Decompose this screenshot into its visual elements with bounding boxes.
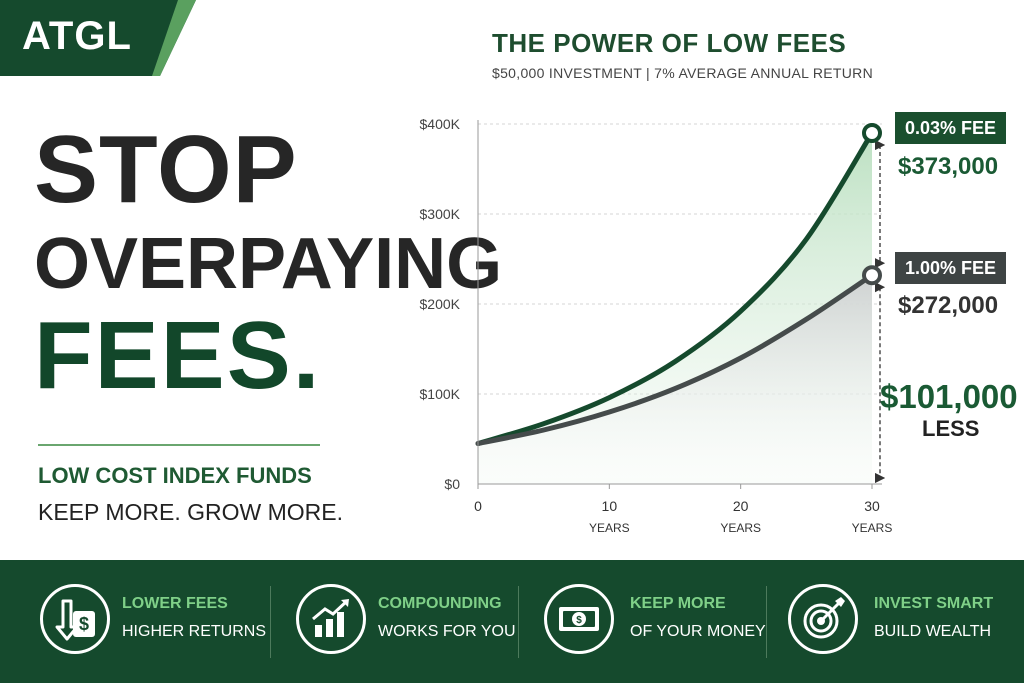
feature-divider <box>518 586 519 658</box>
high-fee-line <box>475 272 875 446</box>
x-unit-label: YEARS <box>852 521 893 535</box>
x-tick-label: 20 <box>733 498 749 514</box>
feature-subtitle: HIGHER RETURNS <box>122 623 267 640</box>
feature-subtitle: BUILD WEALTH <box>874 623 992 640</box>
growth-chart: $0 $100K $200K $300K $400K 0 10 YEARS 20 YEARS 30 Y… <box>420 116 893 535</box>
chart-title: THE POWER OF LOW FEES <box>492 28 847 58</box>
low-fee-line <box>475 130 875 446</box>
headline-line-3: FEES. <box>34 302 322 409</box>
low-fee-value: $373,000 <box>898 153 999 180</box>
feature-title: KEEP MORE <box>630 595 726 612</box>
x-tick-label: 10 <box>602 498 618 514</box>
svg-text:$: $ <box>576 615 582 626</box>
target-icon <box>788 584 858 654</box>
tagline-secondary: KEEP MORE. GROW MORE. <box>38 499 343 525</box>
y-tick-label: $400K <box>420 116 461 132</box>
x-tick-label: 30 <box>864 498 880 514</box>
difference-value: $101,000 <box>880 378 1018 415</box>
tagline-primary: LOW COST INDEX FUNDS <box>38 463 312 488</box>
difference-label: LESS <box>922 416 980 441</box>
feature-title: COMPOUNDING <box>378 595 502 612</box>
y-tick-label: $100K <box>420 386 461 402</box>
x-unit-label: YEARS <box>589 521 630 535</box>
feature-subtitle: OF YOUR MONEY <box>630 623 766 640</box>
feature-divider <box>766 586 767 658</box>
dollar-down-icon: $ <box>40 584 110 654</box>
svg-text:$: $ <box>79 614 89 634</box>
high-fee-badge: 1.00% FEE <box>895 252 1007 284</box>
feature-subtitle: WORKS FOR YOU <box>378 623 516 640</box>
y-tick-label: $0 <box>444 476 460 492</box>
high-fee-end-marker <box>862 265 882 286</box>
growth-chart-icon <box>296 584 366 654</box>
low-fee-badge: 0.03% FEE <box>895 112 1007 144</box>
logo-banner-shape <box>0 0 196 76</box>
x-unit-label: YEARS <box>720 521 761 535</box>
y-tick-label: $300K <box>420 206 461 222</box>
headline-line-2: OVERPAYING <box>34 224 503 304</box>
y-tick-label: $200K <box>420 296 461 312</box>
feature-title: LOWER FEES <box>122 595 228 612</box>
feature-footer: $ LOWER FEES HIGHER RETURNS COMPOUNDING … <box>0 560 1024 683</box>
headline-line-1: STOP <box>34 116 298 223</box>
feature-title: INVEST SMART <box>874 595 994 612</box>
low-fee-end-marker <box>862 123 882 143</box>
high-fee-area <box>478 275 872 484</box>
money-bill-icon: $ <box>544 584 614 654</box>
high-fee-value: $272,000 <box>898 292 999 319</box>
logo-banner: ATGL <box>0 0 196 76</box>
feature-divider <box>270 586 271 658</box>
logo-text: ATGL <box>22 14 132 58</box>
headline-divider <box>38 444 320 446</box>
x-tick-label: 0 <box>474 498 482 514</box>
chart-subtitle: $50,000 INVESTMENT | 7% AVERAGE ANNUAL R… <box>492 65 873 81</box>
